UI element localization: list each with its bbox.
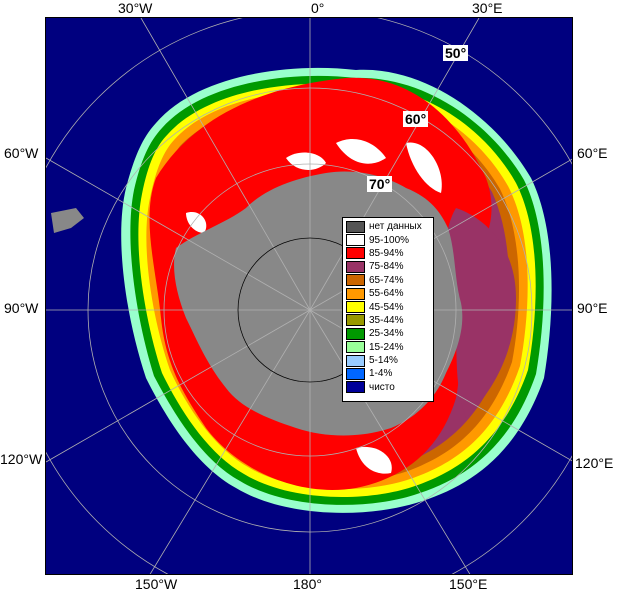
legend-item: 45-54% (346, 300, 430, 314)
legend-swatch (346, 234, 365, 247)
label-0-top: 0° (311, 0, 325, 16)
label-90w: 90°W (4, 300, 39, 316)
legend-swatch (346, 367, 365, 380)
legend-item: 35-44% (346, 314, 430, 327)
legend-item: 85-94% (346, 247, 430, 260)
legend-swatch (346, 314, 365, 327)
ice-patch-95-100-e (186, 212, 207, 233)
ice-patch-75-84-east (446, 208, 516, 418)
legend-swatch (346, 354, 365, 367)
legend-item: 65-74% (346, 274, 430, 287)
legend-swatch (346, 260, 365, 273)
legend-item: 55-64% (346, 287, 430, 300)
legend-swatch (346, 301, 365, 314)
ice-patch-95-100-c (406, 142, 442, 193)
sea-ice-map-canvas (46, 18, 572, 574)
legend-item: нет данных (346, 220, 430, 233)
legend-swatch (346, 341, 365, 354)
legend-label: чисто (369, 381, 395, 393)
legend-item: 25-34% (346, 327, 430, 340)
legend-label: 95-100% (369, 234, 410, 246)
legend-item: 75-84% (346, 260, 430, 273)
legend-label: 15-24% (369, 341, 404, 353)
label-150w: 150°W (135, 576, 178, 592)
legend-label: 45-54% (369, 301, 404, 313)
label-90e: 90°E (577, 300, 608, 316)
legend-swatch (346, 287, 365, 300)
latitude-label-60: 60° (403, 111, 429, 127)
legend-label: 1-4% (369, 368, 393, 380)
legend-label: 35-44% (369, 314, 404, 326)
label-60w: 60°W (4, 145, 39, 161)
ice-patch-95-100-a (286, 152, 326, 170)
legend-item: 15-24% (346, 341, 430, 354)
legend-item: чисто (346, 381, 430, 394)
legend-label: 55-64% (369, 288, 404, 300)
legend-swatch (346, 247, 365, 260)
ice-patch-95-100-b (336, 138, 386, 164)
label-120w: 120°W (0, 451, 43, 467)
latitude-label-50: 50° (443, 45, 469, 61)
legend-item: 95-100% (346, 233, 430, 247)
label-60e: 60°E (577, 145, 608, 161)
legend-label: 75-84% (369, 261, 404, 273)
label-180: 180° (293, 576, 322, 592)
legend-label: 85-94% (369, 247, 404, 259)
legend-label: 5-14% (369, 355, 398, 367)
legend-swatch (346, 327, 365, 340)
legend-item: 1-4% (346, 367, 430, 380)
label-120e: 120°E (575, 455, 614, 471)
legend-item: 5-14% (346, 354, 430, 367)
legend-swatch (346, 381, 365, 394)
legend-label: 65-74% (369, 274, 404, 286)
legend-label: 25-34% (369, 328, 404, 340)
legend-swatch (346, 220, 365, 233)
south-america-tip (51, 208, 84, 233)
label-30w-top: 30°W (118, 0, 153, 16)
legend-swatch (346, 274, 365, 287)
label-30e-top: 30°E (472, 0, 503, 16)
legend: нет данных 95-100% 85-94% 75-84% 65-74% 55-64… (342, 217, 434, 402)
label-150e: 150°E (449, 576, 488, 592)
latitude-label-70: 70° (367, 176, 393, 192)
longitude-grid (46, 18, 572, 574)
sea-ice-map (45, 17, 573, 575)
legend-label: нет данных (369, 221, 422, 233)
ice-patch-95-100-d (356, 446, 392, 474)
